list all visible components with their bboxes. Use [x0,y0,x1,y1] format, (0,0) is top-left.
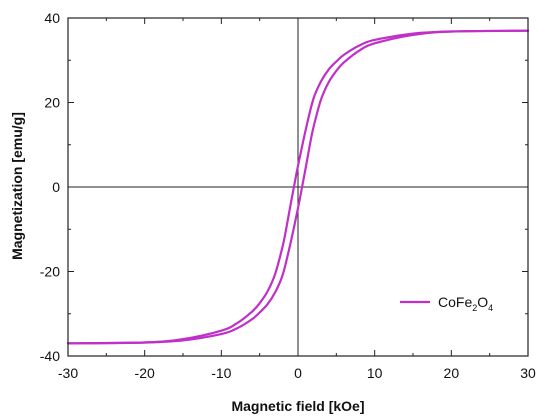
y-tick-label: 20 [44,95,60,111]
legend-label-mid: O [477,294,488,310]
x-tick-label: -20 [135,365,155,381]
legend-label-base: CoFe [438,294,472,310]
ticks-layer: -30 -20 -10 0 10 20 30 -40 -20 0 20 40 [40,10,536,381]
zero-lines [68,18,528,356]
y-tick-label: 40 [44,10,60,26]
x-tick-label: 20 [444,365,460,381]
series-line-ascending [66,29,530,345]
legend-label: CoFe2O4 [438,294,493,313]
x-tick-label: 30 [520,365,536,381]
series-layer [66,29,530,345]
y-tick-label: 0 [52,179,60,195]
x-axis-label: Magnetic field [kOe] [231,398,364,414]
x-tick-label: -10 [211,365,231,381]
x-tick-label: 10 [367,365,383,381]
legend-label-sub2: 4 [488,303,493,313]
x-tick-label: -30 [58,365,78,381]
y-tick-label: -20 [40,264,60,280]
legend-label-sub1: 2 [472,303,477,313]
series-line-descending [66,29,530,345]
legend: CoFe2O4 [400,294,493,313]
y-axis-label: Magnetization [emu/g] [9,112,25,260]
plot-frame [67,17,529,357]
x-tick-label: 0 [294,365,302,381]
y-tick-label: -40 [40,348,60,364]
